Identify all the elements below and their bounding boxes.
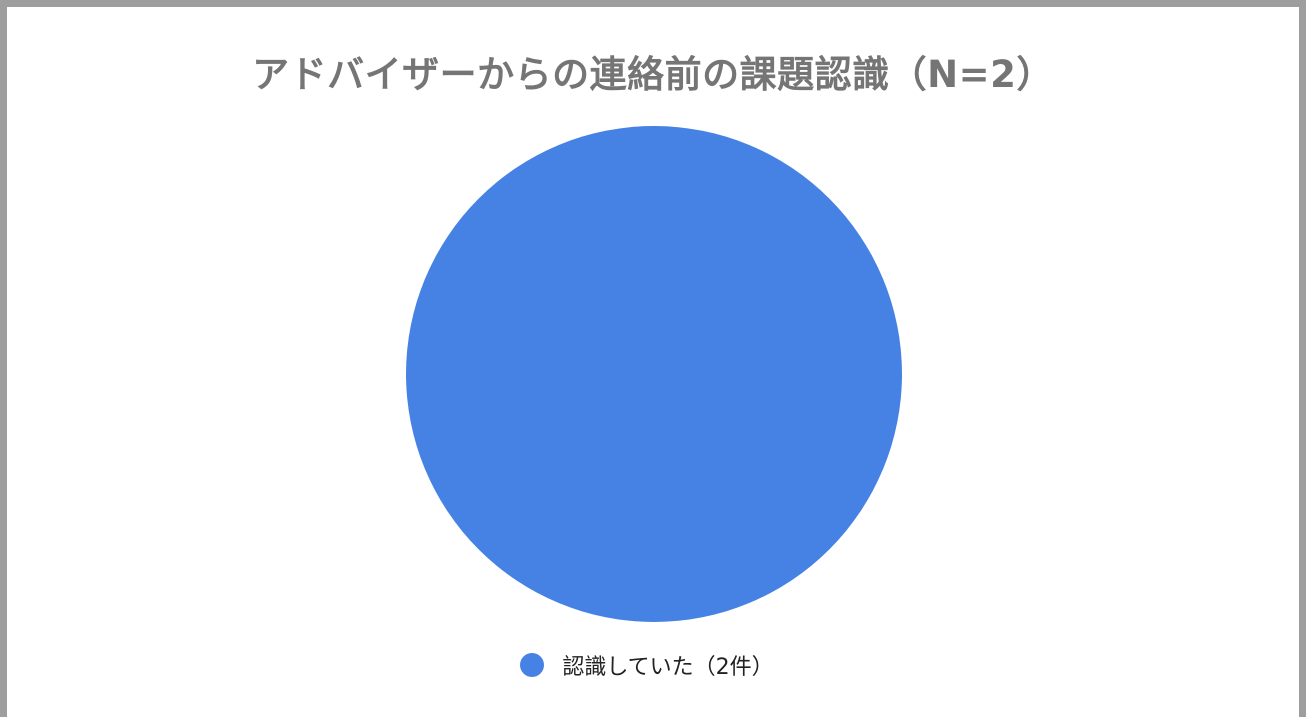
- legend: 認識していた（2件）: [0, 648, 1306, 682]
- legend-swatch: [520, 653, 545, 677]
- chart-title: アドバイザーからの連絡前の課題認識（N=2）: [252, 53, 1054, 96]
- legend-label: 認識していた（2件）: [562, 655, 774, 680]
- pie-slice: [406, 126, 902, 622]
- legend-item: 認識していた（2件）: [520, 649, 774, 681]
